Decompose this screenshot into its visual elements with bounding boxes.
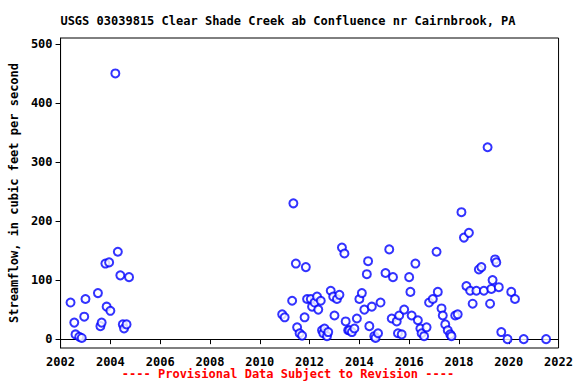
svg-text:2014: 2014 [345, 355, 374, 369]
svg-text:2004: 2004 [96, 355, 125, 369]
svg-text:---- Provisional Data Subject: ---- Provisional Data Subject to Revisio… [122, 367, 454, 381]
svg-text:2016: 2016 [395, 355, 424, 369]
svg-text:100: 100 [31, 273, 53, 287]
svg-text:400: 400 [31, 96, 53, 110]
svg-text:Streamflow, in cubic feet per: Streamflow, in cubic feet per second [7, 63, 21, 323]
svg-text:2020: 2020 [494, 355, 523, 369]
svg-text:2010: 2010 [245, 355, 274, 369]
svg-text:2008: 2008 [196, 355, 225, 369]
svg-text:2012: 2012 [295, 355, 324, 369]
svg-text:0: 0 [45, 332, 52, 346]
svg-text:500: 500 [31, 37, 53, 51]
svg-text:2002: 2002 [46, 355, 75, 369]
svg-text:2022: 2022 [544, 355, 573, 369]
svg-text:300: 300 [31, 155, 53, 169]
svg-text:2018: 2018 [445, 355, 474, 369]
svg-text:USGS 03039815 Clear Shade Cree: USGS 03039815 Clear Shade Creek ab Confl… [60, 14, 516, 28]
svg-text:2006: 2006 [146, 355, 175, 369]
svg-text:200: 200 [31, 214, 53, 228]
